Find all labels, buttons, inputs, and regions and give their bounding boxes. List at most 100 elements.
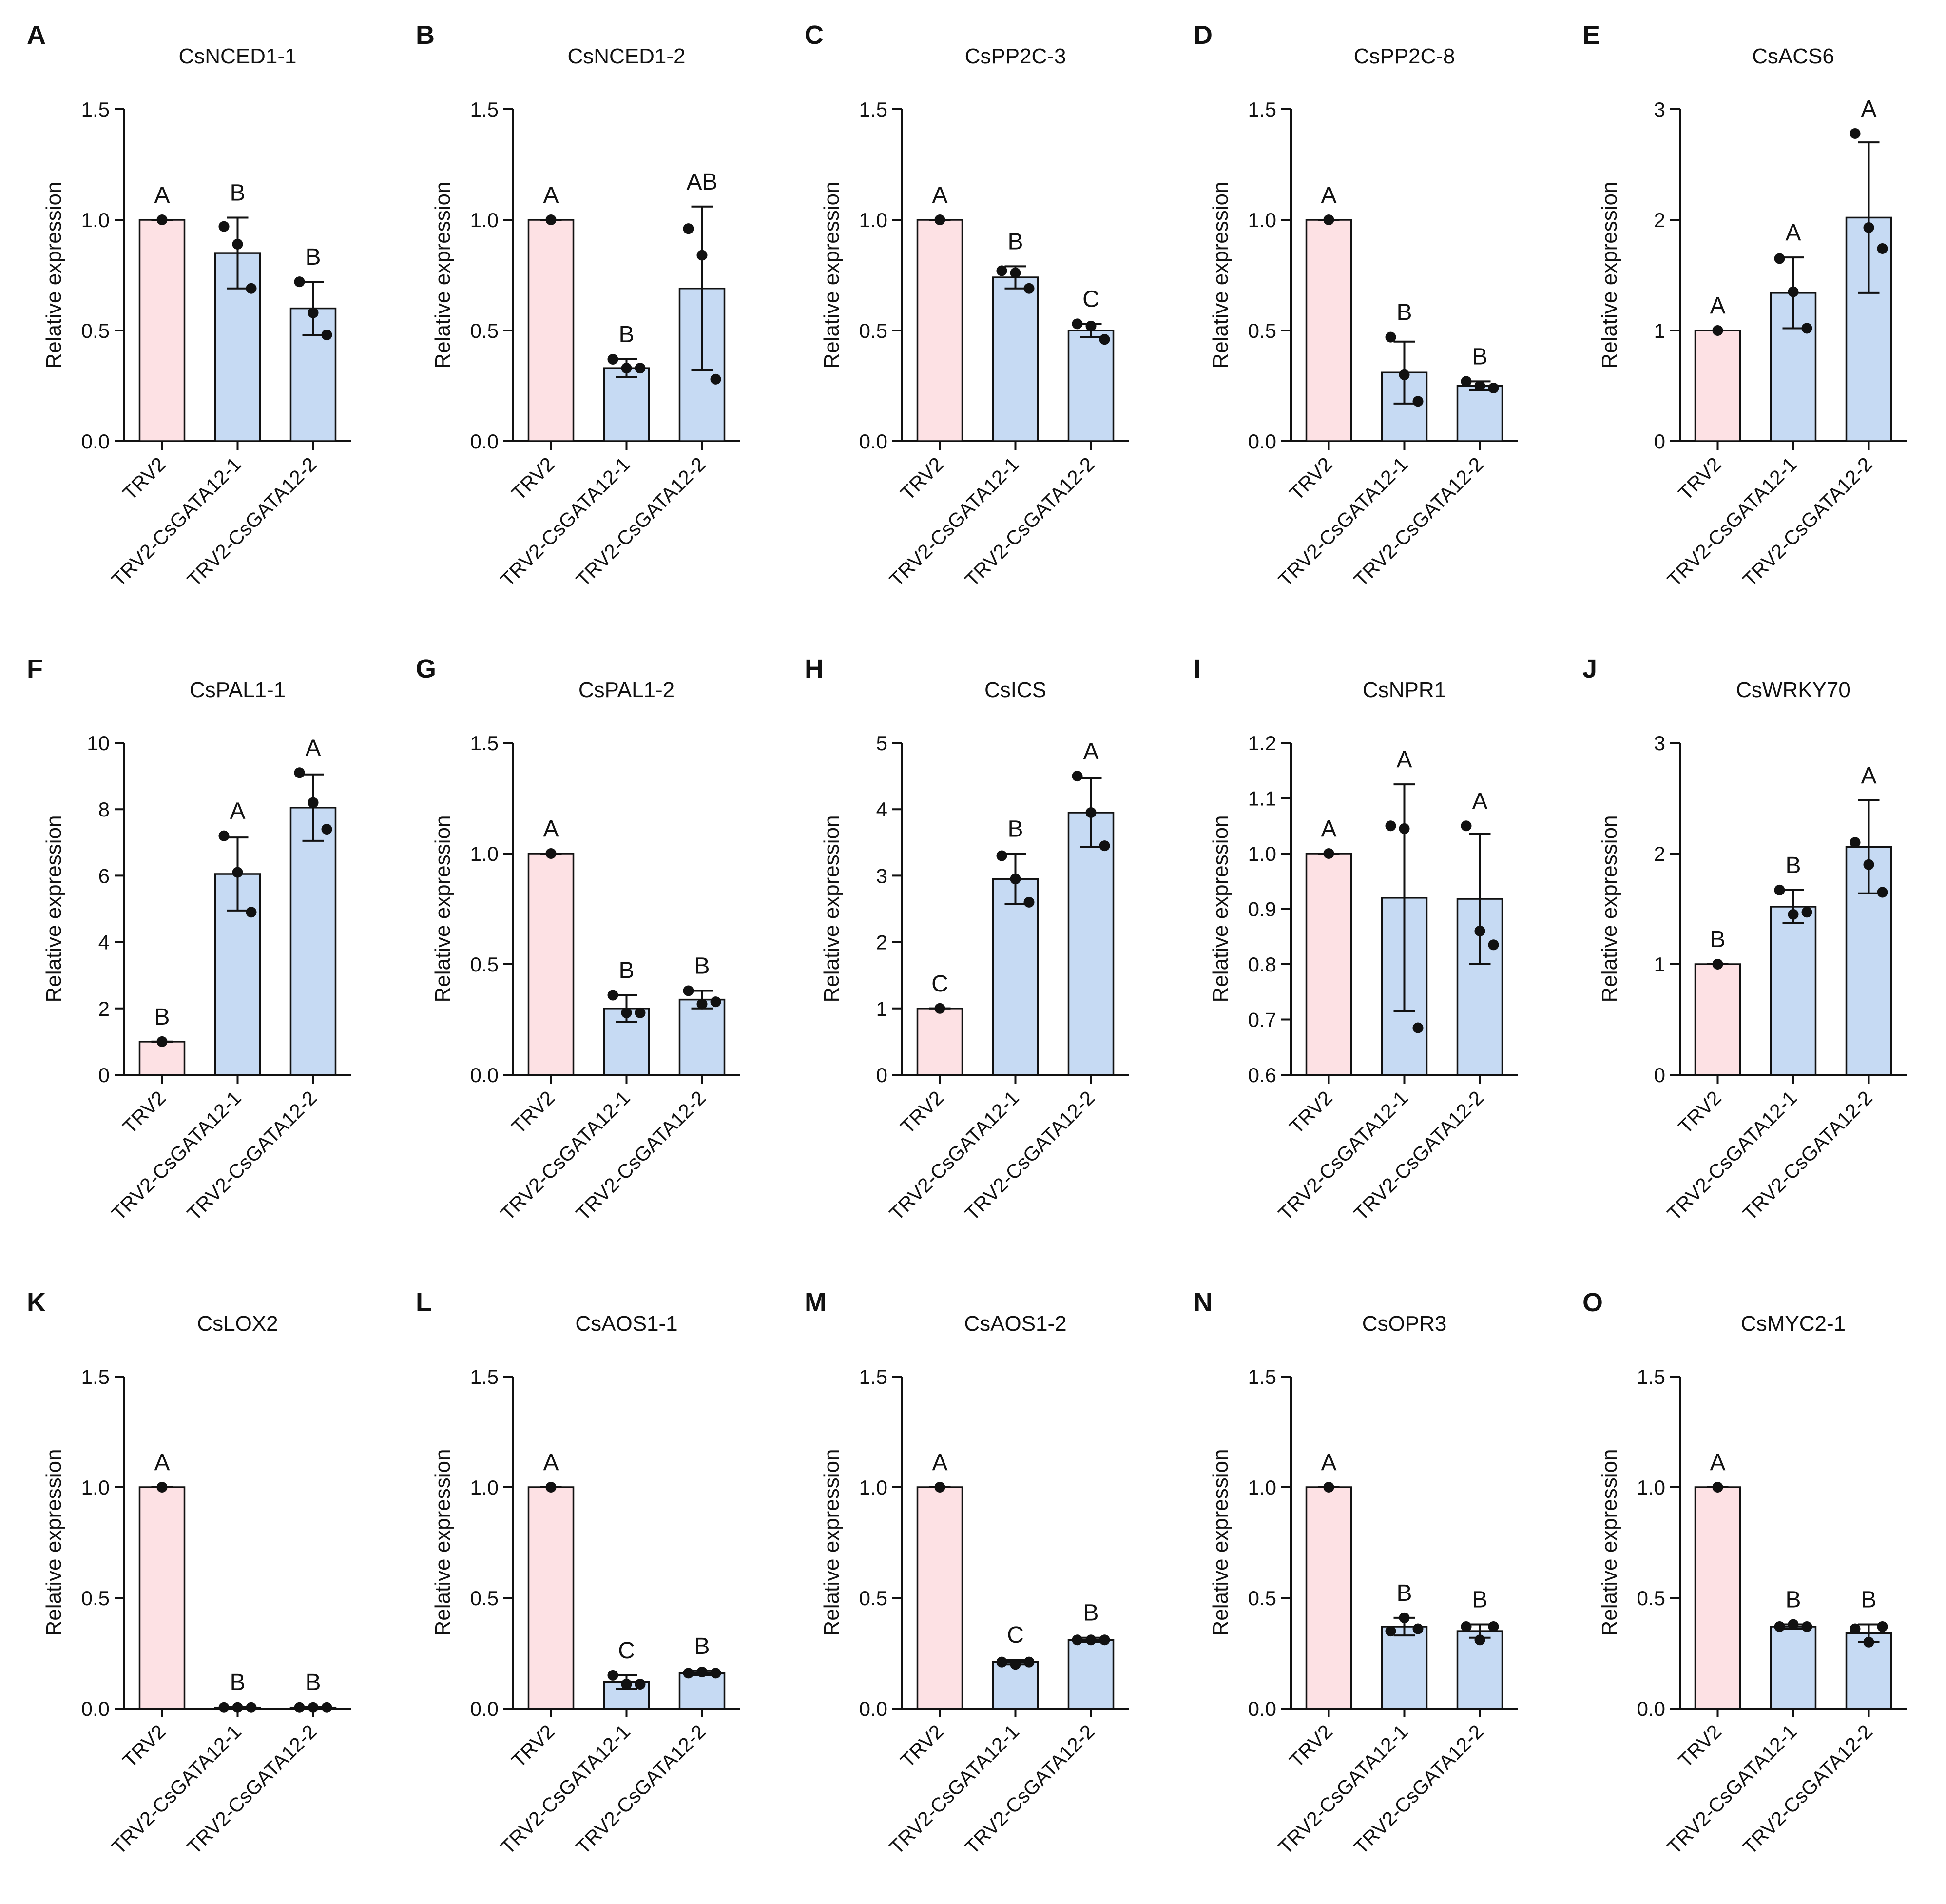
- panel-label: K: [27, 1288, 46, 1317]
- data-point: [1863, 222, 1874, 233]
- y-tick-label: 1.0: [81, 209, 110, 232]
- y-tick-label: 1.0: [470, 842, 499, 865]
- x-tick-label: TRV2: [896, 1087, 948, 1138]
- significance-letter: C: [618, 1638, 635, 1664]
- y-tick-label: 3: [1654, 98, 1665, 121]
- significance-letter: A: [154, 1450, 170, 1476]
- y-tick-label: 2: [98, 997, 110, 1020]
- data-point: [1385, 1626, 1396, 1637]
- chart-title: CsNPR1: [1363, 678, 1446, 702]
- x-tick-label: TRV2-CsGATA12-2: [1738, 1720, 1877, 1859]
- data-point: [1412, 1623, 1424, 1634]
- x-tick-label: TRV2-CsGATA12-1: [1274, 1087, 1412, 1225]
- data-point: [1099, 1634, 1110, 1646]
- data-point: [607, 354, 618, 365]
- data-point: [308, 307, 319, 318]
- x-tick-label: TRV2: [1674, 1720, 1726, 1772]
- y-axis-label: Relative expression: [820, 816, 844, 1003]
- bar: [138, 219, 186, 442]
- data-point: [1788, 909, 1799, 920]
- panel-label: O: [1582, 1288, 1603, 1317]
- significance-letter: B: [154, 1004, 170, 1030]
- data-point: [232, 867, 243, 878]
- data-point: [308, 797, 319, 808]
- data-point: [996, 265, 1007, 276]
- x-tick-label: TRV2-CsGATA12-2: [572, 1720, 710, 1859]
- significance-letter: B: [1396, 300, 1412, 326]
- data-point: [232, 1702, 243, 1713]
- data-point: [294, 767, 305, 778]
- data-point: [1774, 884, 1785, 895]
- data-point: [1474, 1634, 1485, 1646]
- panel-label: C: [805, 20, 824, 50]
- bar: [678, 998, 726, 1076]
- data-point: [934, 1482, 945, 1493]
- data-point: [1461, 376, 1472, 387]
- data-point: [1399, 823, 1410, 834]
- x-tick-label: TRV2-CsGATA12-2: [1738, 1087, 1877, 1225]
- y-tick-label: 1.5: [470, 732, 499, 755]
- data-point: [321, 330, 332, 341]
- x-tick-label: TRV2: [1674, 453, 1726, 505]
- significance-letter: B: [1396, 1580, 1412, 1606]
- x-tick-label: TRV2: [1285, 1720, 1337, 1772]
- y-tick-label: 1.0: [1248, 842, 1276, 865]
- x-tick-label: TRV2-CsGATA12-1: [1663, 1087, 1801, 1225]
- y-tick-label: 0.0: [859, 430, 887, 453]
- y-tick-label: 0.8: [1248, 953, 1276, 976]
- y-axis-label: Relative expression: [820, 182, 844, 369]
- x-tick-label: TRV2: [1285, 1087, 1337, 1138]
- y-tick-label: 0.6: [1248, 1064, 1276, 1087]
- data-point: [321, 824, 332, 835]
- x-tick-label: TRV2: [1674, 1087, 1726, 1138]
- data-point: [1023, 283, 1035, 294]
- significance-letter: B: [1785, 853, 1801, 878]
- chart-title: CsAOS1-2: [964, 1312, 1066, 1336]
- y-tick-label: 0.0: [470, 430, 499, 453]
- data-point: [1801, 323, 1812, 334]
- y-tick-label: 0.5: [81, 1587, 110, 1610]
- y-tick-label: 1.5: [859, 98, 887, 121]
- data-point: [1850, 128, 1861, 139]
- panel-label: B: [416, 20, 435, 50]
- chart-title: CsMYC2-1: [1741, 1312, 1846, 1336]
- bar: [1067, 1639, 1115, 1710]
- panel-label: A: [27, 20, 46, 50]
- x-tick-label: TRV2-CsGATA12-1: [885, 1087, 1023, 1225]
- data-point: [683, 223, 694, 234]
- bar: [992, 276, 1039, 442]
- y-tick-label: 5: [876, 732, 887, 755]
- chart-title: CsICS: [984, 678, 1046, 702]
- y-tick-label: 0.0: [1637, 1697, 1665, 1720]
- significance-letter: B: [1710, 927, 1725, 952]
- y-tick-label: 1.0: [859, 209, 887, 232]
- y-axis-label: Relative expression: [42, 816, 66, 1003]
- y-tick-label: 1.5: [1637, 1365, 1665, 1388]
- y-tick-label: 1.1: [1248, 787, 1276, 810]
- significance-letter: AB: [686, 169, 717, 195]
- panel-label: D: [1194, 20, 1213, 50]
- data-point: [218, 221, 230, 232]
- x-tick-label: TRV2-CsGATA12-1: [1274, 453, 1412, 591]
- y-tick-label: 6: [98, 864, 110, 887]
- y-tick-label: 0.5: [1637, 1587, 1665, 1610]
- y-tick-label: 0: [98, 1064, 110, 1087]
- y-tick-label: 1.5: [1248, 98, 1276, 121]
- y-tick-label: 3: [876, 864, 887, 887]
- data-point: [545, 214, 557, 225]
- y-tick-label: 0.5: [470, 953, 499, 976]
- significance-letter: A: [1861, 96, 1876, 122]
- significance-letter: A: [932, 1450, 947, 1476]
- data-point: [1085, 807, 1097, 818]
- x-tick-label: TRV2: [507, 1087, 559, 1138]
- bar: [1694, 963, 1741, 1076]
- chart-title: CsNCED1-2: [567, 44, 685, 68]
- data-point: [1801, 907, 1812, 918]
- bar: [1694, 330, 1741, 442]
- y-tick-label: 0.5: [859, 319, 887, 342]
- x-tick-label: TRV2-CsGATA12-1: [496, 1087, 635, 1225]
- data-point: [1010, 874, 1021, 885]
- x-tick-label: TRV2-CsGATA12-1: [107, 1720, 246, 1859]
- data-point: [1412, 396, 1424, 407]
